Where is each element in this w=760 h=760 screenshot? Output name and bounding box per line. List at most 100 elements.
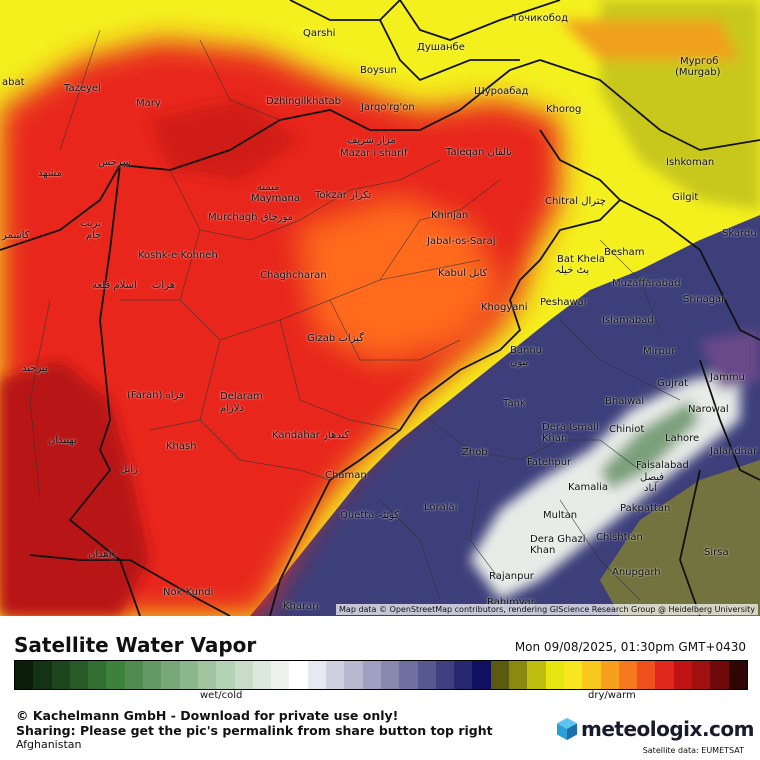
very-dry-dark-red (0, 100, 300, 616)
scale-swatch (673, 661, 692, 689)
scale-swatch (509, 661, 528, 689)
scale-swatch (490, 661, 510, 689)
scale-swatch (472, 661, 491, 689)
city-label: Rajanpur (489, 571, 534, 582)
scale-swatch (618, 661, 638, 689)
color-scale (14, 660, 748, 690)
city-label: Gujrat (657, 378, 689, 389)
dry-streaks-north (560, 0, 760, 210)
scale-swatch (380, 661, 400, 689)
satellite-map: Qarshi Душанбе Точикобод Boysun Tazeyel Mary D… (0, 0, 760, 616)
city-label: Srinagar (683, 294, 726, 305)
city-label: Qarshi (303, 28, 336, 39)
city-label: Точикобод (512, 13, 568, 24)
map-attribution[interactable]: Map data © OpenStreetMap contributors, r… (336, 604, 758, 615)
city-label: Murchagh مورچاق (208, 212, 294, 223)
city-label: Mary (136, 98, 161, 109)
scale-label-dry: dry/warm (588, 690, 636, 701)
scale-swatch (88, 661, 107, 689)
city-label: Sirsa (704, 547, 729, 558)
city-label: Khorog (546, 104, 582, 115)
meteologix-logo[interactable]: meteologix.com (556, 716, 754, 742)
scale-swatch (435, 661, 455, 689)
scale-swatch (600, 661, 619, 689)
city-label: Taleqan تالقان (446, 147, 512, 158)
city-label: Bannu (510, 345, 543, 356)
scale-swatch (216, 661, 235, 689)
scale-swatch (161, 661, 180, 689)
city-label: Kamalia (568, 482, 609, 493)
scale-swatch (252, 661, 272, 689)
city-label: Multan (543, 510, 578, 521)
city-label: Lahore (665, 433, 700, 444)
scale-swatch (179, 661, 198, 689)
scale-swatch (637, 661, 656, 689)
city-label: Tokzar تکزار (315, 190, 372, 201)
hexagon-logo-icon (557, 718, 577, 740)
water-vapor-imagery (0, 0, 760, 616)
city-label: Chaghcharan (260, 270, 327, 281)
city-label: Tazeyel (64, 83, 101, 94)
copyright-notice: © Kachelmann GmbH - Download for private… (16, 708, 399, 723)
city-label: Gizab گیزاب (307, 333, 364, 344)
city-label: جام (86, 230, 102, 241)
city-label: Skardu (722, 228, 757, 239)
city-label: زابل (120, 464, 138, 475)
city-label: Anupgarh (612, 567, 661, 578)
city-label: آباد (644, 483, 658, 494)
city-label: Pakpattan (620, 503, 671, 514)
city-label: (Farah) فراه (127, 390, 184, 401)
satellite-data-credit: Satellite data: EUMETSAT (642, 746, 744, 755)
scale-swatch (655, 661, 674, 689)
city-label: Jalandhar (710, 446, 758, 457)
legend-footer: Satellite Water Vapor Mon 09/08/2025, 01… (0, 616, 760, 760)
sharing-notice: Sharing: Please get the pic's permalink … (16, 723, 493, 738)
scale-swatch (582, 661, 601, 689)
city-label: Khogyani (481, 302, 528, 313)
product-title: Satellite Water Vapor (14, 633, 257, 657)
scale-swatch (710, 661, 729, 689)
city-label: Dera Ismail (542, 422, 599, 433)
city-label: بٹ خیلہ (555, 265, 590, 276)
city-label: هرات (152, 280, 175, 291)
city-label: Mirpur (643, 346, 676, 357)
scale-swatch (563, 661, 583, 689)
city-label: Narowal (688, 404, 729, 415)
city-label: بیرجند (22, 363, 48, 374)
city-label: (Murgab) (675, 67, 721, 78)
scale-swatch (33, 661, 52, 689)
city-label: Jarqo'rg'on (361, 102, 415, 113)
scale-swatch (69, 661, 89, 689)
scale-label-wet: wet/cold (200, 690, 243, 701)
scale-swatch (307, 661, 327, 689)
city-label: Шуроабад (474, 86, 529, 97)
scale-swatch (143, 661, 162, 689)
city-label: Kabul کابل (438, 268, 488, 279)
logo-text: meteologix.com (581, 717, 754, 741)
scale-swatch (728, 661, 747, 689)
city-label: Mazar i sharif (340, 148, 408, 159)
olive-plains-east (600, 460, 760, 616)
scale-swatch (15, 661, 34, 689)
city-label: Khan (542, 433, 568, 444)
city-label: Jammu (710, 372, 745, 383)
city-label: Delaram (220, 391, 263, 402)
city-label: abat (2, 77, 25, 88)
city-label: Nok Kundi (163, 587, 214, 598)
city-label: Ishkoman (666, 157, 715, 168)
city-label: Rahimyar (487, 597, 535, 608)
region-name: Afghanistan (16, 738, 82, 751)
city-label: کاشمر (2, 230, 30, 241)
scale-swatch (344, 661, 363, 689)
country-borders (0, 0, 760, 616)
city-label: Jabal-os-Saraj (427, 236, 496, 247)
city-label: بنوں (510, 357, 529, 368)
city-label: Dzhingilkhatab (266, 96, 341, 107)
city-label: Tank (503, 398, 526, 409)
city-label: Boysun (360, 65, 397, 76)
scale-swatch (51, 661, 70, 689)
scale-swatch (289, 661, 308, 689)
scale-swatch (399, 661, 418, 689)
scale-swatch (271, 661, 290, 689)
scale-swatch (106, 661, 125, 689)
